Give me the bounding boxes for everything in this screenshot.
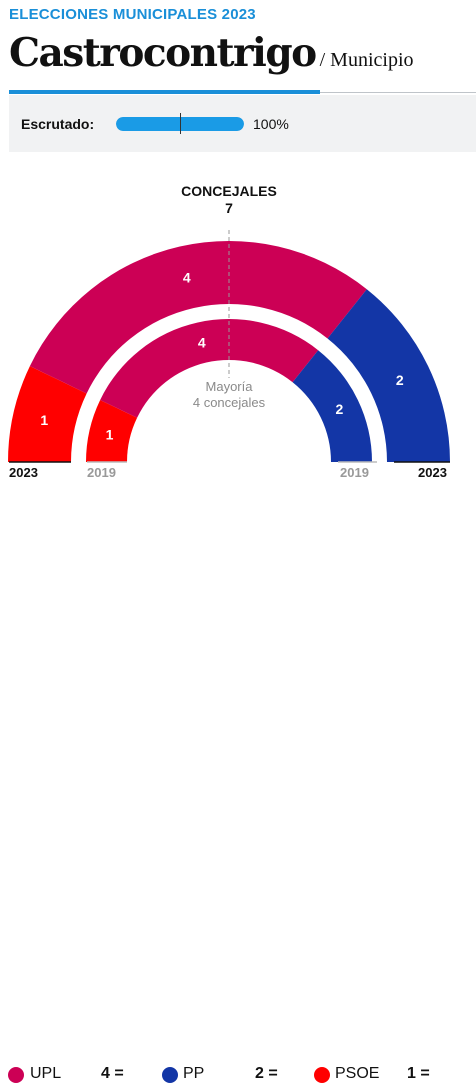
legend-upl-name: UPL [30, 1065, 62, 1082]
inner-year-left: 2019 [87, 465, 116, 480]
title-divider [320, 92, 476, 93]
legend-pp-count: 2 = [255, 1065, 278, 1082]
outer-year-right: 2023 [418, 465, 447, 480]
legend-psoe-name: PSOE [335, 1065, 380, 1082]
seat-label-psoe-2023: 1 [40, 412, 48, 428]
page-subtitle: / Municipio [319, 49, 414, 71]
upl-dot-icon [8, 1067, 24, 1083]
seat-arc-upl-2023 [29, 240, 367, 394]
outer-year-left: 2023 [9, 465, 38, 480]
psoe-dot-icon [314, 1067, 330, 1083]
seat-label-psoe-2019: 1 [106, 427, 114, 443]
scrutiny-midpoint-marker [180, 113, 181, 134]
hemicycle-chart: CONCEJALES 7 1 4 2 1 4 2 Mayoría 4 concejales… [8, 183, 450, 480]
inner-year-right: 2019 [340, 465, 369, 480]
seat-label-pp-2019: 2 [335, 401, 343, 417]
section-kicker: ELECCIONES MUNICIPALES 2023 [9, 6, 256, 23]
seat-arc-psoe-2023 [8, 366, 87, 462]
seat-arc-pp-2019 [292, 350, 372, 462]
legend-pp-name: PP [183, 1065, 205, 1082]
majority-seats-label: 4 concejales [193, 395, 266, 410]
total-seats: 7 [225, 200, 233, 216]
page-title: Castrocontrigo [9, 30, 317, 76]
seat-arc-psoe-2019 [86, 399, 138, 462]
scrutiny-label: Escrutado: [21, 116, 95, 132]
seat-label-upl-2019: 4 [198, 335, 206, 351]
majority-label: Mayoría [206, 379, 254, 394]
title-underline [9, 90, 320, 94]
seat-arc-pp-2023 [327, 289, 450, 462]
seat-label-pp-2023: 2 [396, 372, 404, 388]
scrutiny-value: 100% [253, 116, 289, 132]
legend-psoe-count: 1 = [407, 1065, 430, 1082]
chart-title: CONCEJALES [181, 183, 277, 199]
title-row: Castrocontrigo / Municipio [9, 30, 414, 76]
legend: UPL 4 = PP 2 = PSOE 1 = [0, 532, 476, 1083]
legend-upl-count: 4 = [101, 1065, 124, 1082]
pp-dot-icon [162, 1067, 178, 1083]
seat-label-upl-2023: 4 [183, 269, 191, 285]
seat-arc-upl-2019 [100, 319, 319, 418]
